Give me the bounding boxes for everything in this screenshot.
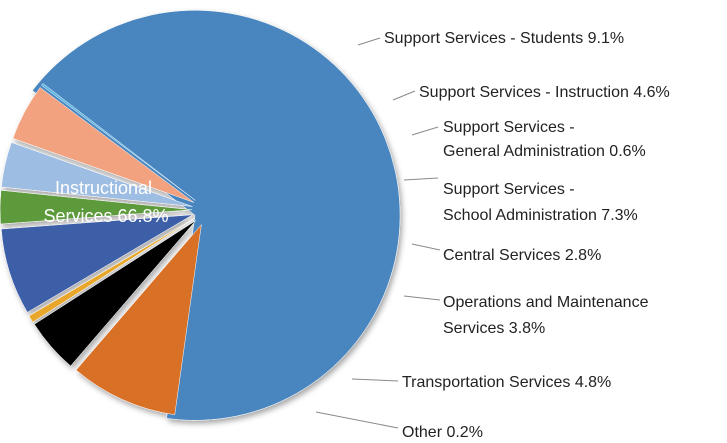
slice-label-school-admin-line1: Support Services - — [443, 181, 575, 198]
leader-line-operations — [403, 295, 441, 301]
leader-line-instruction — [392, 90, 416, 101]
slice-label-school-admin-line2: School Administration 7.3% — [443, 207, 638, 224]
slice-label-transportation: Transportation Services 4.8% — [402, 374, 611, 391]
leader-line-other — [315, 411, 399, 429]
pie-slice-support-services-students — [75, 223, 202, 416]
leader-line-central — [411, 243, 441, 251]
leader-line-general-admin — [411, 126, 439, 136]
leader-line-school-admin — [403, 177, 439, 181]
slice-label-instructional: Instructional Services 66.8% — [43, 178, 168, 226]
pie-slice-support-services-school-administration — [0, 214, 193, 313]
slice-label-general-admin-line2: General Administration 0.6% — [443, 143, 646, 160]
pie-slice-operations-and-maintenance-services — [1, 142, 193, 207]
slice-label-instructional-line1: Instructional — [55, 178, 152, 198]
leader-line-students — [357, 37, 381, 46]
pie-slice-central-services — [0, 190, 193, 225]
pie-slice-other — [41, 83, 196, 201]
slice-label-general-admin: Support Services - General Administratio… — [443, 119, 646, 160]
pie-slice-support-services-general-administration — [28, 218, 195, 323]
slice-label-central: Central Services 2.8% — [443, 247, 601, 264]
pie-slice-instructional-services — [32, 10, 401, 421]
slice-label-instruction: Support Services - Instruction 4.6% — [419, 84, 670, 101]
slice-label-other: Other 0.2% — [402, 424, 483, 441]
leader-line-transportation — [351, 378, 399, 382]
slice-label-operations: Operations and Maintenance Services 3.8% — [443, 294, 653, 337]
slice-label-operations-line2: Services 3.8% — [443, 320, 545, 337]
pie-slice-support-services-instruction — [34, 220, 197, 367]
slice-label-operations-line1: Operations and Maintenance — [443, 294, 649, 311]
slice-label-school-admin: Support Services - School Administration… — [443, 181, 638, 224]
pie-slice-transportation-services — [12, 87, 195, 203]
slice-label-instructional-line2: Services 66.8% — [43, 206, 168, 226]
slice-label-students: Support Services - Students 9.1% — [384, 30, 624, 47]
slice-label-general-admin-line1: Support Services - — [443, 119, 575, 136]
